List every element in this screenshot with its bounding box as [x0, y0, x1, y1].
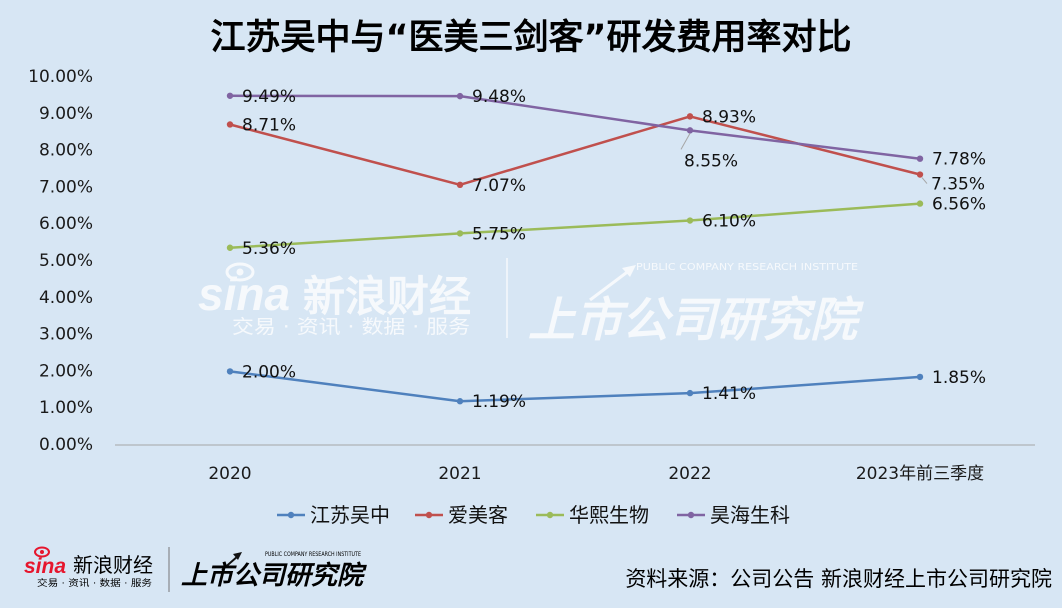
legend-item: 江苏吴中	[277, 503, 390, 527]
series-1-line	[229, 115, 921, 187]
legend-item: 昊海生科	[677, 503, 790, 527]
legend-marker	[425, 511, 433, 519]
series-0-line	[229, 370, 921, 403]
watermark-institute-name: 上市公司研究院	[528, 293, 864, 348]
data-label-leader-line	[921, 177, 928, 184]
series-1-point	[456, 181, 464, 189]
x-axis: 2020 2021 2022 2023年前三季度	[115, 444, 1035, 484]
series-3	[226, 92, 924, 162]
series-1-point	[916, 171, 924, 178]
footer-brand-name: 新浪财经	[73, 553, 153, 577]
y-tick-label: 4.00%	[39, 288, 93, 308]
footer-institute-en: PUBLIC COMPANY RESEARCH INSTITUTE	[265, 551, 361, 558]
series-2-data-label: 6.10%	[702, 212, 756, 232]
footer: sina 新浪财经 交易 · 资讯 · 数据 · 服务 PUBLIC COMPA…	[24, 546, 1052, 592]
series-3-line	[229, 94, 921, 160]
series-0	[226, 368, 924, 405]
plot-series	[226, 92, 924, 405]
source-note: 资料来源：公司公告 新浪财经上市公司研究院	[625, 567, 1052, 591]
series-2-point	[226, 244, 234, 251]
series-0-point	[686, 389, 694, 397]
legend-marker	[687, 511, 695, 519]
y-tick-label: 2.00%	[39, 361, 93, 381]
trend-arrow-icon	[221, 552, 242, 571]
series-1-data-label: 7.07%	[472, 176, 526, 196]
series-0-point	[226, 368, 234, 375]
legend-marker	[287, 511, 295, 519]
y-tick-label: 5.00%	[39, 251, 93, 271]
institute-logo: PUBLIC COMPANY RESEARCH INSTITUTE 上市公司研究…	[181, 551, 367, 591]
chart-title: 江苏吴中与“医美三剑客”研发费用率对比	[210, 17, 851, 58]
x-tick-label: 2023年前三季度	[856, 464, 984, 484]
series-2-point	[916, 200, 924, 207]
series-1-point	[686, 113, 694, 120]
x-tick-label: 2022	[668, 464, 711, 484]
series-2-point	[456, 230, 464, 237]
series-2-data-label: 5.36%	[242, 239, 296, 259]
series-1-data-label: 7.35%	[931, 175, 985, 195]
series-3-point	[686, 127, 694, 134]
series-2	[226, 200, 924, 251]
series-0-data-label: 2.00%	[242, 362, 296, 382]
legend-item: 华熙生物	[536, 503, 649, 527]
x-tick-label: 2021	[438, 464, 481, 484]
series-1-data-label: 8.93%	[702, 107, 756, 127]
y-tick-label: 10.00%	[28, 67, 93, 87]
watermark-sina-logo: sina	[198, 268, 290, 320]
watermark-brand-name: 新浪财经	[303, 272, 471, 321]
legend: 江苏吴中 爱美客 华熙生物 昊海生科	[277, 503, 790, 527]
series-3-point	[226, 92, 234, 99]
footer-tagline: 交易 · 资讯 · 数据 · 服务	[37, 577, 152, 589]
data-labels: 2.00% 1.19% 1.41% 1.85% 8.71% 7.07% 8.93% 7.35%…	[242, 87, 986, 412]
y-tick-label: 1.00%	[39, 398, 93, 418]
watermark: sina 新浪财经 交易 · 资讯 · 数据 · 服务 PUBLIC COMPA…	[198, 258, 864, 348]
series-1-point	[226, 121, 234, 128]
legend-marker	[546, 511, 554, 519]
series-3-data-label: 9.48%	[472, 87, 526, 107]
series-3-point	[456, 92, 464, 100]
legend-item: 爱美客	[415, 503, 508, 527]
series-2-line	[229, 202, 921, 250]
sina-eye-icon	[34, 546, 50, 558]
series-3-data-label: 8.55%	[684, 151, 738, 171]
series-0-point	[916, 373, 924, 381]
y-tick-label: 0.00%	[39, 435, 93, 455]
series-0-point	[456, 398, 464, 405]
data-label-leader-line	[680, 133, 691, 150]
y-tick-label: 6.00%	[39, 214, 93, 234]
series-2-data-label: 6.56%	[932, 195, 986, 215]
series-0-data-label: 1.85%	[932, 368, 986, 388]
series-3-data-label: 9.49%	[242, 87, 296, 107]
series-1	[226, 113, 924, 189]
x-tick-label: 2020	[208, 464, 251, 484]
trend-arrow-icon	[589, 265, 636, 302]
series-3-point	[916, 155, 924, 162]
legend-label: 华熙生物	[569, 503, 649, 527]
y-tick-label: 8.00%	[39, 141, 93, 161]
footer-institute-name: 上市公司研究院	[181, 561, 367, 591]
y-tick-label: 7.00%	[39, 177, 93, 197]
sina-logo: sina 新浪财经 交易 · 资讯 · 数据 · 服务	[24, 546, 153, 589]
sina-eye-icon	[225, 262, 255, 282]
y-tick-label: 3.00%	[39, 325, 93, 345]
series-1-data-label: 8.71%	[242, 115, 296, 135]
legend-label: 爱美客	[448, 503, 508, 527]
watermark-tagline: 交易 · 资讯 · 数据 · 服务	[232, 316, 470, 338]
series-0-data-label: 1.19%	[472, 392, 526, 412]
series-0-data-label: 1.41%	[702, 384, 756, 404]
footer-sina-wordmark: sina	[24, 555, 66, 578]
series-2-point	[686, 217, 694, 224]
y-tick-label: 9.00%	[39, 104, 93, 124]
legend-label: 昊海生科	[710, 503, 790, 527]
series-2-data-label: 5.75%	[472, 224, 526, 244]
legend-label: 江苏吴中	[310, 503, 390, 527]
watermark-institute-en: PUBLIC COMPANY RESEARCH INSTITUTE	[636, 262, 858, 273]
y-axis: 0.00% 1.00% 2.00% 3.00% 4.00% 5.00% 6.00% 7.00%…	[28, 67, 93, 455]
series-3-data-label: 7.78%	[932, 150, 986, 170]
